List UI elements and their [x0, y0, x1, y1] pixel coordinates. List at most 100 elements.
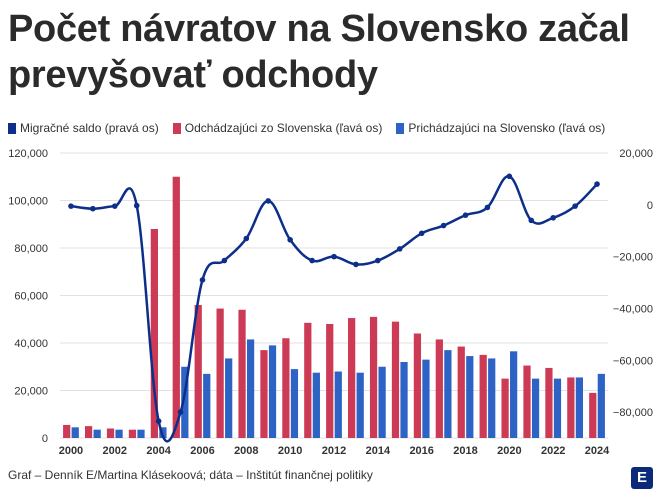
bar-prichadzajuci — [444, 350, 452, 438]
legend-swatch-odchody — [172, 122, 181, 134]
saldo-point — [528, 217, 535, 224]
legend-swatch-saldo — [8, 122, 16, 134]
bar-odchadzajuci — [260, 350, 268, 438]
bar-prichadzajuci — [531, 378, 540, 438]
y-left-tick-label: 60,000 — [14, 291, 48, 303]
chart-legend: Migračné saldo (pravá os) Odchádzajúci z… — [8, 118, 619, 138]
bar-prichadzajuci — [246, 339, 255, 438]
x-tick-label: 2006 — [190, 445, 214, 457]
x-tick-label: 2002 — [103, 445, 127, 457]
x-tick-label: 2000 — [59, 445, 83, 457]
bar-odchadzajuci — [106, 428, 115, 438]
bar-prichadzajuci — [400, 362, 408, 438]
bar-odchadzajuci — [84, 426, 93, 438]
bar-odchadzajuci — [216, 308, 224, 438]
bar-prichadzajuci — [334, 371, 342, 438]
saldo-point — [353, 261, 359, 268]
y-left-tick-label: 20,000 — [14, 386, 48, 398]
bar-prichadzajuci — [137, 429, 145, 438]
bar-odchadzajuci — [391, 321, 400, 438]
saldo-point — [396, 246, 403, 252]
bar-prichadzajuci — [181, 366, 189, 438]
bar-prichadzajuci — [290, 369, 299, 438]
bar-odchadzajuci — [238, 309, 246, 438]
y-left-tick-label: 80,000 — [14, 243, 48, 255]
saldo-point — [506, 173, 513, 180]
saldo-point — [418, 230, 425, 237]
saldo-point — [594, 181, 600, 187]
x-tick-label: 2012 — [322, 445, 346, 457]
x-tick-label: 2020 — [497, 445, 521, 457]
bar-prichadzajuci — [268, 345, 277, 438]
legend-item-odchody[interactable]: Odchádzajúci zo Slovenska (ľavá os) — [172, 121, 382, 135]
bar-odchadzajuci — [567, 377, 575, 438]
bar-odchadzajuci — [413, 333, 422, 438]
bar-prichadzajuci — [466, 356, 474, 438]
legend-label-prichody: Prichádzajúci na Slovensko (ľavá os) — [408, 121, 606, 135]
legend-item-prichody[interactable]: Prichádzajúci na Slovensko (ľavá os) — [396, 121, 605, 135]
bar-prichadzajuci — [203, 373, 211, 438]
x-tick-label: 2022 — [541, 445, 565, 457]
y-left-tick-label: 40,000 — [14, 338, 48, 350]
bar-odchadzajuci — [172, 176, 180, 438]
x-tick-label: 2018 — [453, 445, 477, 457]
saldo-line — [68, 173, 600, 443]
logo-letter: E — [637, 469, 648, 486]
y-left-tick-label: 0 — [42, 433, 48, 445]
bar-prichadzajuci — [225, 358, 233, 438]
bar-odchadzajuci — [150, 229, 158, 438]
saldo-point — [375, 257, 381, 264]
saldo-point — [221, 257, 228, 264]
saldo-point — [68, 203, 74, 209]
x-tick-label: 2004 — [146, 445, 171, 457]
y-left-tick-label: 120,000 — [8, 148, 48, 160]
x-tick-label: 2016 — [409, 445, 433, 457]
saldo-point — [462, 212, 469, 218]
legend-label-saldo: Migračné saldo (pravá os) — [20, 121, 159, 135]
y-right-tick-label: 0 — [647, 200, 653, 212]
y-right-tick-label: 20,000 — [619, 148, 653, 160]
bar-odchadzajuci — [435, 339, 443, 438]
bar-odchadzajuci — [348, 318, 356, 438]
saldo-line-path — [70, 175, 598, 443]
chart-title: Počet návratov na Slovensko začal prevyš… — [8, 8, 630, 96]
saldo-point — [550, 214, 556, 221]
saldo-point — [484, 204, 491, 211]
axis-labels: 0 20,000 40,000 60,000 80,000 100,000 120,000 2… — [8, 148, 653, 457]
y-right-tick-label: −60,000 — [613, 355, 653, 367]
y-right-tick-label: −80,000 — [613, 407, 653, 419]
bar-prichadzajuci — [312, 372, 320, 438]
dennik-e-logo: E — [631, 467, 653, 489]
bar-prichadzajuci — [510, 351, 518, 438]
bar-odchadzajuci — [545, 367, 553, 438]
saldo-point — [287, 236, 293, 243]
x-tick-label: 2010 — [278, 445, 302, 457]
bar-odchadzajuci — [326, 324, 334, 438]
legend-swatch-prichody — [396, 122, 405, 134]
bar-odchadzajuci — [194, 305, 202, 438]
bar-prichadzajuci — [356, 372, 364, 438]
bar-prichadzajuci — [553, 378, 562, 438]
legend-item-saldo[interactable]: Migračné saldo (pravá os) — [8, 121, 159, 135]
bar-prichadzajuci — [422, 359, 430, 438]
bar-prichadzajuci — [115, 429, 123, 438]
saldo-point — [572, 203, 578, 209]
bar-odchadzajuci — [128, 429, 137, 438]
x-tick-label: 2024 — [585, 445, 610, 457]
saldo-point — [265, 198, 272, 204]
y-left-tick-label: 100,000 — [8, 196, 48, 208]
source-footer: Graf – Denník E/Martina Klásekoová; dáta… — [8, 468, 373, 482]
bar-prichadzajuci — [597, 373, 605, 438]
x-tick-label: 2014 — [366, 445, 391, 457]
bar-prichadzajuci — [93, 429, 101, 438]
bar-odchadzajuci — [282, 338, 290, 438]
bar-prichadzajuci — [71, 427, 79, 438]
bar-prichadzajuci — [575, 377, 584, 438]
bar-odchadzajuci — [457, 346, 465, 438]
saldo-point — [331, 253, 337, 260]
saldo-point — [440, 222, 447, 229]
y-right-tick-label: −20,000 — [613, 252, 653, 264]
saldo-point — [90, 205, 96, 212]
bar-prichadzajuci — [488, 358, 496, 438]
bar-odchadzajuci — [63, 424, 71, 438]
